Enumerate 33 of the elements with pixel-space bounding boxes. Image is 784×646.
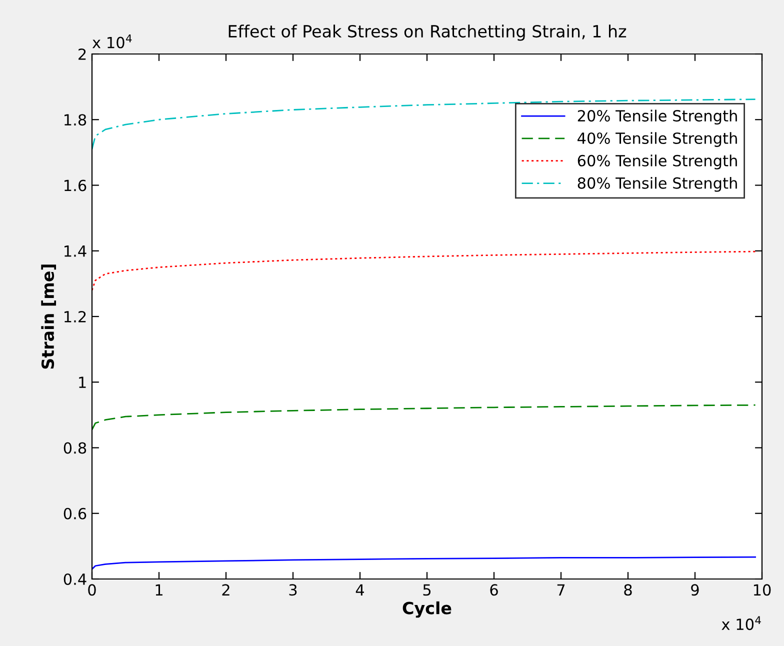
y-tick-label: 2 — [78, 48, 86, 60]
legend-label: 40% Tensile Strength — [578, 132, 737, 147]
x-tick-label: 3 — [289, 584, 297, 596]
y-tick-label: 1 — [79, 376, 86, 388]
x-tick-label: 4 — [356, 584, 364, 596]
x-tick-label: 6 — [490, 584, 498, 596]
line-series — [92, 404, 756, 430]
legend-label: 60% Tensile Strength — [578, 154, 737, 170]
line-series — [92, 98, 756, 150]
line-series — [92, 250, 756, 291]
x-tick-label: 5 — [423, 584, 431, 596]
text: x 10$^{4}$ — [92, 34, 132, 48]
legend-label: 20% Tensile Strength — [578, 110, 737, 125]
x-tick-label: 1 — [156, 584, 162, 596]
y-tick-label: 0.8 — [64, 442, 86, 454]
y-axis-title: Strain [me] — [41, 264, 56, 369]
line-series — [92, 556, 756, 570]
x-tick-label: 7 — [557, 584, 565, 596]
x-tick-label: 9 — [691, 584, 699, 596]
legend-label: 80% Tensile Strength — [578, 177, 737, 192]
y-tick-label: 1.2 — [64, 310, 86, 322]
y-tick-label: 0.4 — [64, 573, 86, 586]
chart-title: Effect of Peak Stress on Ratchetting Strain, 1 hz — [228, 24, 626, 41]
x-tick-label: 8 — [624, 584, 632, 596]
y-tick-label: 1.6 — [64, 180, 86, 192]
x-tick-label: 0 — [88, 584, 96, 596]
y-tick-label: 1.8 — [64, 114, 86, 126]
x-tick-label: 10 — [754, 584, 771, 596]
y-tick-label: 1.4 — [64, 246, 86, 257]
x-tick-label: 2 — [222, 584, 230, 596]
x-axis-title: Cycle — [402, 601, 452, 618]
y-tick-label: 0.6 — [64, 508, 86, 520]
text: x 10$^{4}$ — [722, 616, 761, 630]
